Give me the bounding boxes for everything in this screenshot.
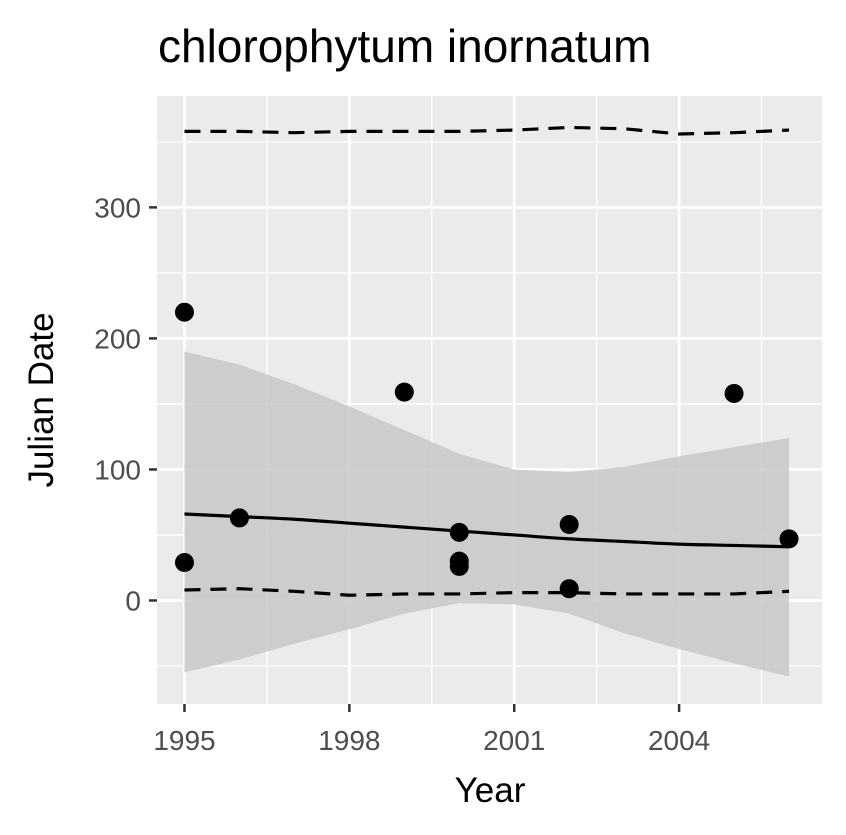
chart-title: chlorophytum inornatum bbox=[158, 20, 651, 72]
data-point bbox=[449, 556, 469, 576]
data-point bbox=[724, 383, 744, 403]
data-point bbox=[559, 579, 579, 599]
data-point bbox=[779, 529, 799, 549]
upper-dashed-line bbox=[184, 125, 790, 136]
data-point bbox=[229, 508, 249, 528]
x-axis-ticks: 1995 1998 2001 2004 bbox=[153, 704, 710, 756]
fit-line bbox=[184, 512, 790, 549]
x-tick-label: 1998 bbox=[318, 725, 380, 756]
y-axis-title: Julian Date bbox=[22, 312, 61, 487]
y-tick-label: 200 bbox=[94, 323, 141, 354]
data-point bbox=[174, 552, 194, 572]
y-tick-label: 300 bbox=[94, 192, 141, 223]
x-tick-label: 2004 bbox=[648, 725, 710, 756]
data-point bbox=[394, 382, 414, 402]
x-tick-label: 2001 bbox=[483, 725, 545, 756]
data-points bbox=[174, 302, 799, 599]
x-tick-label: 1995 bbox=[153, 725, 215, 756]
y-axis-ticks: 0 100 200 300 bbox=[94, 192, 157, 616]
lower-dashed-line bbox=[184, 587, 790, 597]
y-tick-label: 0 bbox=[125, 585, 141, 616]
data-point bbox=[174, 302, 194, 322]
y-tick-label: 100 bbox=[94, 454, 141, 485]
data-point bbox=[449, 522, 469, 542]
x-axis-title: Year bbox=[455, 771, 526, 810]
data-point bbox=[559, 514, 579, 534]
